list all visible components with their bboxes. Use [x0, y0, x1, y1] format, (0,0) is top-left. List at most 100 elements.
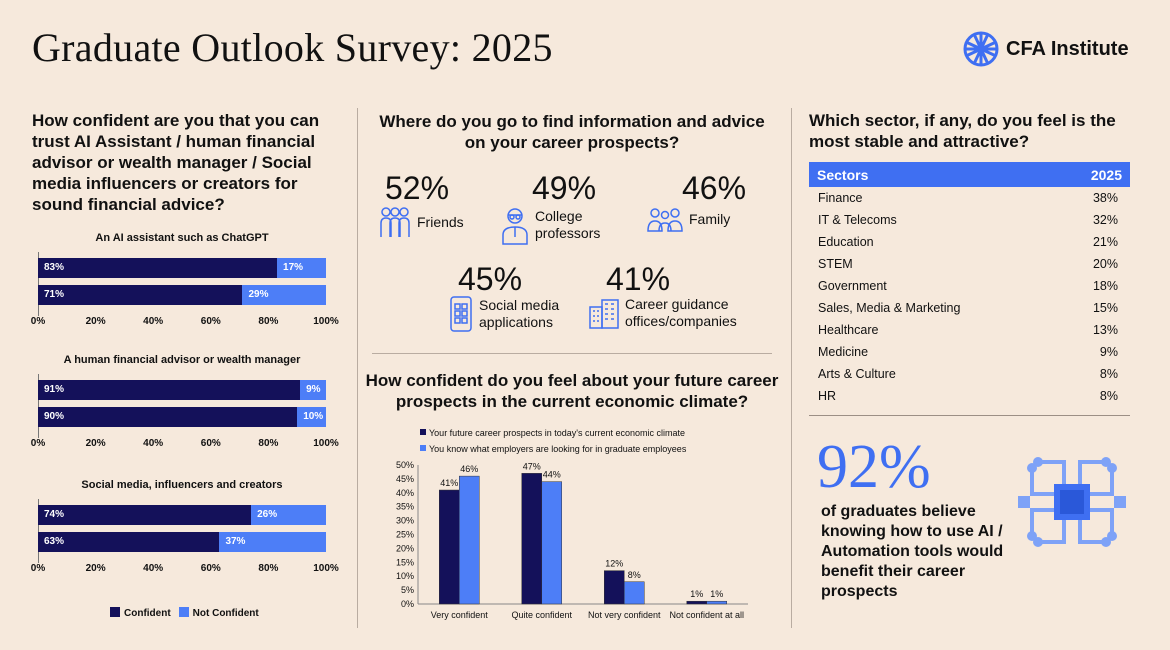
source-label: Family: [689, 210, 731, 227]
sector-name: STEM: [818, 257, 853, 271]
legend-swatch: [420, 429, 426, 435]
office-building-icon: [589, 299, 619, 329]
sector-name: Sales, Media & Marketing: [818, 301, 961, 315]
sector-value: 32%: [1092, 213, 1118, 227]
y-tick-label: 5%: [401, 585, 414, 595]
table-bottom-line: [809, 415, 1130, 416]
y-axis-line: [38, 252, 39, 316]
x-tick-label: 40%: [143, 316, 164, 327]
middle-divider: [372, 353, 772, 354]
category-label: Very confident: [431, 610, 489, 620]
bar: [624, 581, 645, 605]
sector-name: Arts & Culture: [818, 367, 896, 381]
sector-name: Education: [818, 235, 874, 249]
bar-segment-not-confident: 37%: [219, 532, 326, 552]
y-tick-label: 40%: [396, 488, 414, 498]
cfa-logo: CFA Institute: [962, 30, 1129, 68]
bar-group-title: An AI assistant such as ChatGPT: [95, 232, 269, 244]
ai-chip-icon: [1018, 457, 1126, 547]
sector-value: 8%: [1099, 389, 1118, 403]
source-pct: 45%: [458, 261, 523, 297]
question-info-sources: Where do you go to find information and …: [379, 112, 765, 152]
header-year: 2025: [1090, 166, 1122, 183]
source-label: Friends: [417, 213, 464, 230]
sector-name: Medicine: [818, 345, 869, 359]
sector-row: Sales, Media & Marketing 15%: [809, 297, 1130, 319]
bar-segment-confident: 71%: [38, 285, 243, 305]
sector-row: Medicine 9%: [809, 341, 1130, 363]
page-title: Graduate Outlook Survey: 2025: [32, 25, 553, 70]
legend: Confident Not Confident: [110, 607, 259, 619]
x-tick-label: 20%: [85, 438, 106, 449]
sector-value: 8%: [1099, 367, 1118, 381]
sector-value: 15%: [1092, 301, 1118, 315]
legend-label-confident: Confident: [124, 608, 171, 619]
y-tick-label: 35%: [396, 502, 414, 512]
career-confidence-chart: Your future career prospects in today's …: [396, 428, 748, 620]
x-tick-label: 20%: [85, 563, 106, 574]
friends-icon: [380, 207, 410, 237]
x-tick-label: 100%: [313, 438, 339, 449]
legend-swatch: [420, 445, 426, 451]
bar: [541, 481, 562, 605]
header-sectors: Sectors: [817, 166, 869, 183]
stacked-bar-group: Social media, influencers and creators 74…: [31, 479, 339, 579]
y-tick-label: 50%: [396, 460, 414, 470]
stacked-bar: 90% 10%: [38, 407, 326, 427]
data-label: 1%: [690, 589, 703, 599]
data-label: 12%: [605, 559, 623, 569]
sector-row: Education 21%: [809, 231, 1130, 253]
bar: [521, 473, 542, 605]
bar-group-title: A human financial advisor or wealth mana…: [63, 354, 301, 366]
sector-row: Arts & Culture 8%: [809, 363, 1130, 385]
sector-value: 20%: [1092, 257, 1118, 271]
bar-segment-confident: 63%: [38, 532, 220, 552]
sector-value: 38%: [1092, 191, 1118, 205]
source-friends: 52% Friends: [380, 170, 464, 239]
bar-group-title: Social media, influencers and creators: [81, 479, 283, 491]
x-tick-label: 60%: [200, 563, 221, 574]
bar-segment-confident: 90%: [38, 407, 298, 427]
y-tick-label: 25%: [396, 530, 414, 540]
category-label: Quite confident: [511, 610, 572, 620]
bar: [439, 489, 460, 605]
bar-segment-not-confident: 29%: [242, 285, 326, 305]
sector-row: STEM 20%: [809, 253, 1130, 275]
question-trust: How confident are you that you can trust…: [32, 111, 320, 214]
y-tick-label: 10%: [396, 571, 414, 581]
source-label: College professors: [535, 208, 601, 241]
family-icon: [647, 208, 683, 232]
sector-row: IT & Telecoms 32%: [809, 209, 1130, 231]
y-tick-label: 15%: [396, 557, 414, 567]
phone-apps-icon: [450, 296, 472, 332]
sector-value: 18%: [1092, 279, 1118, 293]
x-tick-label: 80%: [258, 563, 279, 574]
question-confidence: How confident do you feel about your fut…: [365, 371, 779, 411]
stacked-bar: 83% 17%: [38, 258, 326, 278]
sector-row: Finance 38%: [809, 187, 1130, 209]
bar-segment-not-confident: 9%: [300, 380, 326, 400]
x-tick-label: 80%: [258, 316, 279, 327]
sector-rows: Finance 38% IT & Telecoms 32% Education 21% ST…: [809, 187, 1130, 407]
y-axis-line: [38, 499, 39, 563]
category-label: Not confident at all: [669, 610, 744, 620]
x-tick-label: 100%: [313, 563, 339, 574]
source-professors: 49% College professors: [502, 170, 615, 245]
sector-table: Sectors 2025 Finance 38% IT & Telecoms 32% E…: [809, 162, 1130, 407]
bar-segment-not-confident: 26%: [251, 505, 326, 525]
professor-icon: [502, 208, 528, 245]
x-tick-label: 80%: [258, 438, 279, 449]
bar-segment-confident: 74%: [38, 505, 252, 525]
legend-swatch-not-confident: [178, 607, 189, 617]
x-tick-label: 20%: [85, 316, 106, 327]
y-axis-line: [38, 374, 39, 438]
legend-label-not-confident: Not Confident: [192, 608, 259, 619]
source-label: Career guidance offices/companies: [625, 296, 737, 329]
divider-right: [791, 108, 792, 628]
y-tick-label: 45%: [396, 474, 414, 484]
sector-table-header: Sectors 2025: [809, 162, 1130, 187]
sector-row: Healthcare 13%: [809, 319, 1130, 341]
stacked-bar: 91% 9%: [38, 380, 326, 400]
category-label: Not very confident: [588, 610, 661, 620]
sector-name: Government: [818, 279, 887, 293]
